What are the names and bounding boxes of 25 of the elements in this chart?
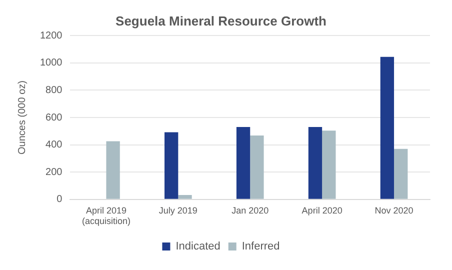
bar (164, 132, 178, 199)
x-tick-label: Jan 2020 (232, 205, 269, 216)
y-tick-label: 600 (46, 112, 63, 124)
chart-title: Seguela Mineral Resource Growth (116, 13, 327, 28)
y-tick-label: 200 (46, 166, 63, 178)
y-axis-title: Ounces (000 oz) (16, 80, 28, 154)
x-tick-label: April 2019 (acquisition) (82, 205, 130, 226)
y-tick-label: 1000 (40, 58, 63, 69)
bar (250, 136, 264, 199)
bar (322, 130, 336, 199)
y-tick-label: 400 (46, 140, 63, 151)
bar (106, 141, 120, 199)
legend-label: Indicated (176, 240, 220, 253)
bar (178, 195, 192, 199)
x-tick-label: April 2020 (302, 205, 342, 216)
x-tick-label: July 2019 (158, 205, 198, 216)
y-tick-label: 1200 (40, 30, 63, 42)
y-tick-label: 0 (56, 194, 63, 206)
bar (308, 127, 322, 199)
legend-label: Inferred (242, 240, 280, 253)
x-tick-label: Nov 2020 (374, 205, 414, 216)
y-tick-label: 800 (46, 84, 63, 96)
bar (236, 127, 250, 199)
bar (380, 56, 394, 199)
bar (394, 148, 408, 199)
